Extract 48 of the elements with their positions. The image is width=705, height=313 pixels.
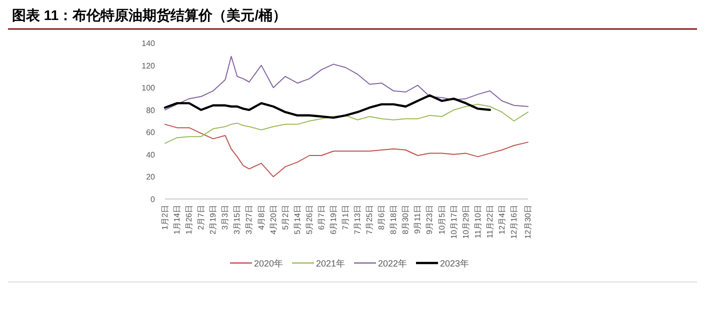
- y-tick-label: 100: [142, 84, 156, 93]
- x-tick-label: 4月20日: [268, 205, 278, 234]
- legend-label: 2020年: [254, 258, 284, 268]
- x-tick-label: 6月7日: [316, 205, 326, 230]
- y-tick-label: 60: [146, 128, 156, 138]
- x-tick-label: 12月16日: [509, 205, 518, 239]
- x-tick-label: 1月26日: [184, 205, 194, 234]
- line-series: [164, 94, 491, 119]
- x-tick-label: 11月22日: [485, 205, 494, 238]
- x-tick-label: 6月19日: [328, 205, 338, 234]
- line-series: [164, 124, 528, 178]
- x-tick-label: 10月29日: [461, 205, 470, 239]
- x-tick-label: 4月8日: [256, 205, 266, 230]
- x-tick-label: 9月11日: [413, 205, 422, 234]
- x-tick-label: 5月26日: [304, 205, 314, 234]
- y-tick-label: 120: [142, 61, 156, 70]
- legend-label: 2023年: [440, 258, 470, 268]
- x-tick-label: 8月30日: [401, 205, 410, 234]
- x-tick-label: 1月14日: [172, 205, 182, 234]
- x-tick-label: 5月2日: [280, 205, 290, 230]
- y-tick-label: 40: [146, 150, 156, 160]
- y-tick-label: 20: [146, 172, 156, 182]
- x-tick-label: 10月5日: [437, 205, 446, 234]
- x-tick-label: 7月13日: [353, 205, 362, 234]
- x-tick-label: 10月17日: [449, 205, 458, 239]
- x-tick-label: 9月23日: [425, 205, 434, 234]
- chart-title: 图表 11：布伦特原油期货结算价（美元/桶）: [12, 7, 287, 23]
- line-series: [164, 56, 528, 110]
- x-tick-label: 12月30日: [524, 205, 532, 239]
- y-tick-label: 0: [150, 195, 156, 204]
- legend-label: 2022年: [378, 258, 408, 268]
- x-tick-label: 3月3日: [220, 205, 230, 230]
- x-tick-label: 11月10日: [473, 205, 482, 238]
- x-tick-label: 3月15日: [232, 205, 242, 234]
- x-tick-label: 3月27日: [244, 205, 254, 234]
- x-tick-label: 1月2日: [160, 205, 170, 230]
- x-tick-label: 8月18日: [389, 205, 398, 234]
- x-tick-label: 8月6日: [377, 205, 386, 230]
- x-tick-label: 2月19日: [208, 205, 218, 234]
- line-series: [164, 104, 528, 144]
- x-tick-label: 5月14日: [292, 205, 302, 234]
- x-tick-label: 7月25日: [365, 205, 374, 234]
- x-tick-label: 2月7日: [196, 205, 206, 230]
- y-tick-label: 140: [142, 39, 156, 48]
- y-tick-label: 80: [146, 106, 156, 115]
- x-tick-label: 12月4日: [497, 205, 506, 234]
- legend-label: 2021年: [316, 258, 346, 268]
- x-tick-label: 7月1日: [340, 205, 350, 230]
